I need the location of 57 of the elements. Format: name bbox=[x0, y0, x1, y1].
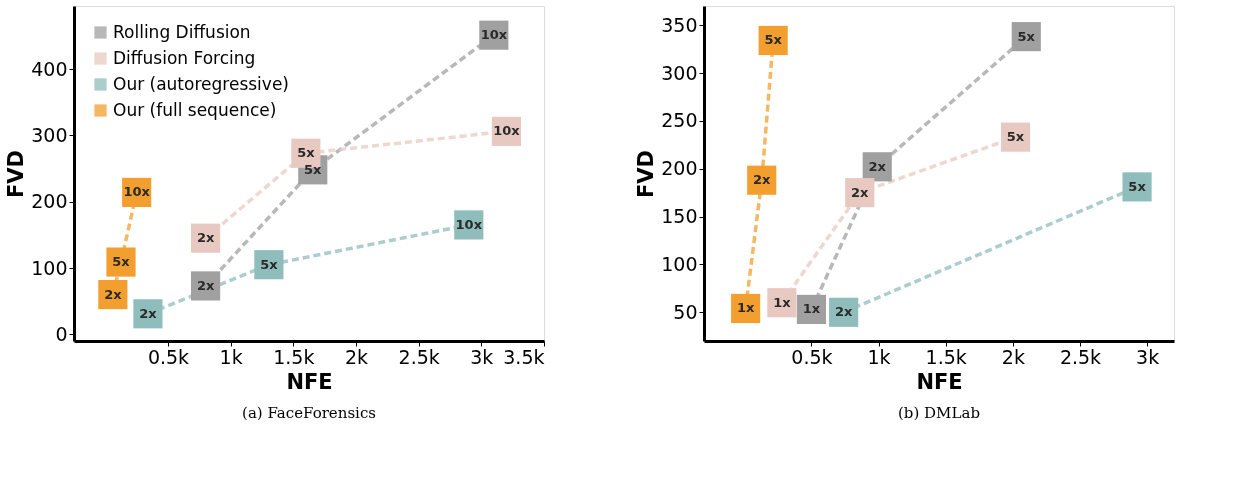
annotation: 5x bbox=[297, 145, 316, 161]
annotation: 5x bbox=[1006, 129, 1025, 145]
legend-label: Our (full sequence) bbox=[113, 99, 277, 120]
text: (a) FaceForensics bbox=[242, 404, 376, 422]
x-axis-title: NFE bbox=[286, 369, 333, 394]
annotation: 2x bbox=[868, 158, 887, 174]
annotation: 1x bbox=[736, 300, 755, 316]
annotation: 5x bbox=[112, 254, 131, 270]
y-tick-label: 350 bbox=[661, 13, 698, 36]
annotation: 2x bbox=[196, 230, 215, 246]
annotation: 1x bbox=[773, 294, 792, 310]
annotation: 10x bbox=[123, 184, 151, 200]
x-tick-label: 0.5k bbox=[147, 345, 190, 368]
y-tick-label: 200 bbox=[661, 157, 698, 180]
annotation: 10x bbox=[480, 27, 508, 43]
annotation: 2x bbox=[104, 286, 123, 302]
x-tick-label: 1k bbox=[867, 345, 891, 368]
y-axis-title: FVD bbox=[634, 149, 659, 199]
annotation: 2x bbox=[139, 305, 158, 321]
annotation: 10x bbox=[455, 216, 483, 232]
x-tick-label: 1.5k bbox=[925, 345, 967, 368]
annotation: 2x bbox=[753, 172, 772, 188]
x-tick-label: 1.5k bbox=[273, 345, 315, 368]
x-tick-label: 2k bbox=[344, 345, 369, 368]
y-tick-label: 0 bbox=[55, 322, 68, 345]
x-tick-label: 2.5k bbox=[1059, 345, 1102, 368]
y-tick-label: 300 bbox=[661, 61, 698, 84]
x-tick-label: 3k bbox=[470, 345, 494, 368]
x-tick-label: 2k bbox=[1001, 345, 1025, 368]
x-tick-label: 3.5k bbox=[503, 345, 545, 368]
y-tick-label: 300 bbox=[31, 123, 68, 146]
y-tick-label: 200 bbox=[31, 190, 68, 213]
annotation: 5x bbox=[1128, 178, 1147, 194]
x-tick-label: 3k bbox=[1136, 345, 1160, 368]
legend-label: Our (autoregressive) bbox=[113, 73, 289, 94]
y-tick-label: 400 bbox=[31, 57, 68, 80]
legend-label: Rolling Diffusion bbox=[113, 21, 251, 42]
y-tick-label: 100 bbox=[31, 256, 68, 279]
y-axis-title: FVD bbox=[4, 149, 29, 199]
annotation: 2x bbox=[834, 304, 853, 320]
x-tick-label: 2.5k bbox=[398, 345, 440, 368]
annotation: 10x bbox=[493, 123, 521, 139]
x-axis-title: NFE bbox=[916, 369, 963, 394]
y-tick-label: 150 bbox=[661, 205, 698, 228]
x-tick-label: 1k bbox=[219, 345, 243, 368]
annotation: 5x bbox=[764, 32, 783, 48]
y-tick-label: 100 bbox=[661, 252, 698, 275]
annotation: 2x bbox=[851, 184, 870, 200]
annotation: 1x bbox=[802, 301, 821, 317]
annotation: 2x bbox=[196, 277, 215, 293]
x-tick-label: 0.5k bbox=[791, 345, 833, 368]
text: (b) DMLab bbox=[898, 404, 980, 422]
y-tick-label: 50 bbox=[673, 300, 698, 323]
annotation: 5x bbox=[1017, 28, 1036, 44]
annotation: 5x bbox=[260, 256, 279, 272]
y-tick-label: 250 bbox=[661, 109, 698, 132]
legend-label: Diffusion Forcing bbox=[113, 47, 256, 68]
